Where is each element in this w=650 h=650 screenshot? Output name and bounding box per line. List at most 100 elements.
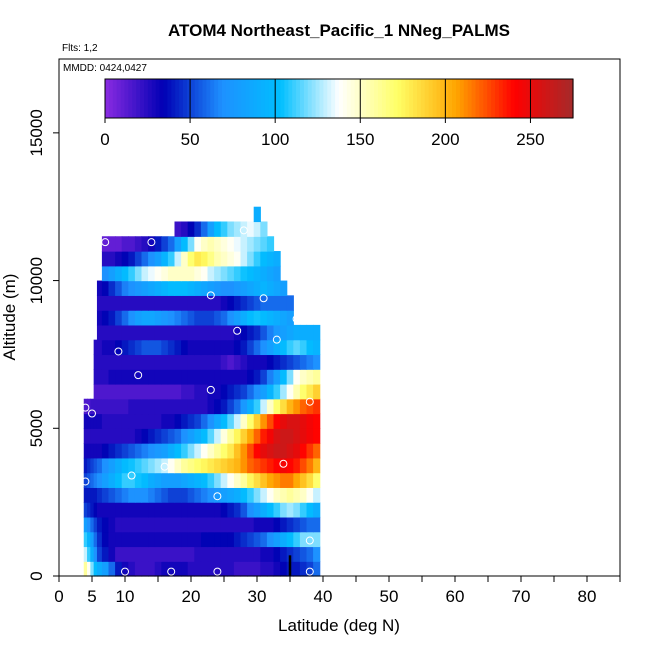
sample-point — [81, 403, 90, 412]
x-tick-label: 10 — [116, 587, 135, 606]
heatmap-cell — [313, 561, 321, 577]
heatmap-cell — [87, 561, 91, 577]
heatmap-cell — [167, 324, 176, 341]
heatmap-cell — [240, 531, 248, 548]
sample-point — [272, 335, 281, 344]
colorbar-segment — [268, 79, 274, 118]
colorbar-segment — [424, 79, 430, 118]
heatmap-cell — [247, 236, 255, 252]
heatmap-cell — [87, 413, 91, 429]
heatmap-cell — [108, 561, 116, 577]
heatmap-cell — [121, 561, 129, 577]
heatmap-cell — [299, 487, 308, 503]
heatmap-cell — [101, 369, 110, 385]
heatmap-cell — [154, 383, 162, 400]
heatmap-cell — [181, 221, 189, 237]
heatmap-cell — [141, 428, 149, 444]
heatmap-cell — [96, 413, 103, 429]
heatmap-cell — [148, 413, 156, 429]
heatmap-cell — [161, 546, 169, 562]
heatmap-cell — [299, 324, 308, 341]
colorbar-segment — [319, 79, 324, 118]
heatmap-cell — [200, 383, 209, 400]
heatmap-cell — [141, 457, 149, 474]
heatmap-cell — [240, 339, 248, 356]
heatmap-cell — [148, 561, 156, 577]
colorbar-segment — [288, 79, 293, 118]
heatmap-cell — [90, 457, 95, 474]
heatmap-cell — [167, 295, 176, 311]
heatmap-cell — [161, 339, 169, 356]
heatmap-cell — [266, 413, 275, 429]
y-axis-label: Altitude (m) — [0, 274, 19, 361]
heatmap-cell — [194, 295, 202, 311]
heatmap-cell — [299, 369, 308, 385]
heatmap-cell — [148, 354, 156, 370]
colorbar-segment — [144, 79, 149, 118]
heatmap-cell — [207, 413, 215, 429]
heatmap-cell — [286, 383, 294, 400]
colorbar-segment — [225, 79, 231, 118]
heatmap-cell — [108, 516, 116, 533]
heatmap-cell — [167, 369, 176, 385]
heatmap-cell — [200, 457, 209, 474]
heatmap-cell — [161, 531, 169, 548]
colorbar-segment — [163, 79, 168, 118]
colorbar-segment — [253, 79, 258, 118]
heatmap-cell — [286, 516, 294, 533]
heatmap-cell — [187, 487, 195, 503]
heatmap-cell — [174, 251, 182, 267]
colorbar-segment — [132, 79, 137, 118]
heatmap-cell — [240, 280, 248, 296]
heatmap-cell — [87, 531, 91, 548]
heatmap-cell — [266, 472, 275, 488]
heatmap-cell — [207, 251, 215, 267]
sample-point — [233, 326, 242, 335]
heatmap-cell — [154, 280, 162, 296]
colorbar-segment — [186, 79, 192, 118]
heatmap-cell — [128, 516, 136, 533]
heatmap-cell — [293, 428, 301, 444]
heatmap-cell — [134, 443, 143, 459]
heatmap-cell — [253, 236, 261, 252]
heatmap-cell — [134, 546, 143, 562]
heatmap-cell — [233, 324, 242, 341]
sample-point — [305, 397, 314, 406]
heatmap-cell — [240, 457, 248, 474]
heatmap-cell — [233, 295, 242, 311]
heatmap-cell — [260, 546, 268, 562]
heatmap-cell — [96, 383, 103, 400]
heatmap-cell — [115, 413, 123, 429]
colorbar-segment — [518, 79, 523, 118]
colorbar-segment — [303, 79, 309, 118]
colorbar-segment — [194, 79, 200, 118]
sample-point — [88, 282, 96, 291]
heatmap-cell — [293, 502, 301, 518]
heatmap-cell — [293, 339, 301, 356]
heatmap-cell — [260, 339, 268, 356]
heatmap-cell — [90, 516, 95, 533]
heatmap-cell — [253, 502, 261, 518]
heatmap-cell — [260, 236, 268, 252]
heatmap-cell — [247, 398, 255, 415]
heatmap-cell — [128, 398, 136, 415]
heatmap-cell — [134, 251, 143, 267]
heatmap-cell — [121, 251, 129, 267]
heatmap-cell — [194, 516, 202, 533]
heatmap-cell — [115, 546, 123, 562]
heatmap-cell — [115, 295, 123, 311]
heatmap-cell — [293, 531, 301, 548]
heatmap-cell — [141, 383, 149, 400]
heatmap-cell — [200, 516, 209, 533]
colorbar-segment — [249, 79, 254, 118]
heatmap-cell — [83, 516, 88, 533]
heatmap-cell — [128, 251, 136, 267]
heatmap-cell — [253, 531, 261, 548]
heatmap-cell — [306, 531, 314, 548]
heatmap-cell — [227, 516, 235, 533]
heatmap-cell — [260, 502, 268, 518]
heatmap-cell — [253, 265, 261, 282]
sample-point — [239, 226, 248, 235]
heatmap-cell — [273, 265, 281, 282]
